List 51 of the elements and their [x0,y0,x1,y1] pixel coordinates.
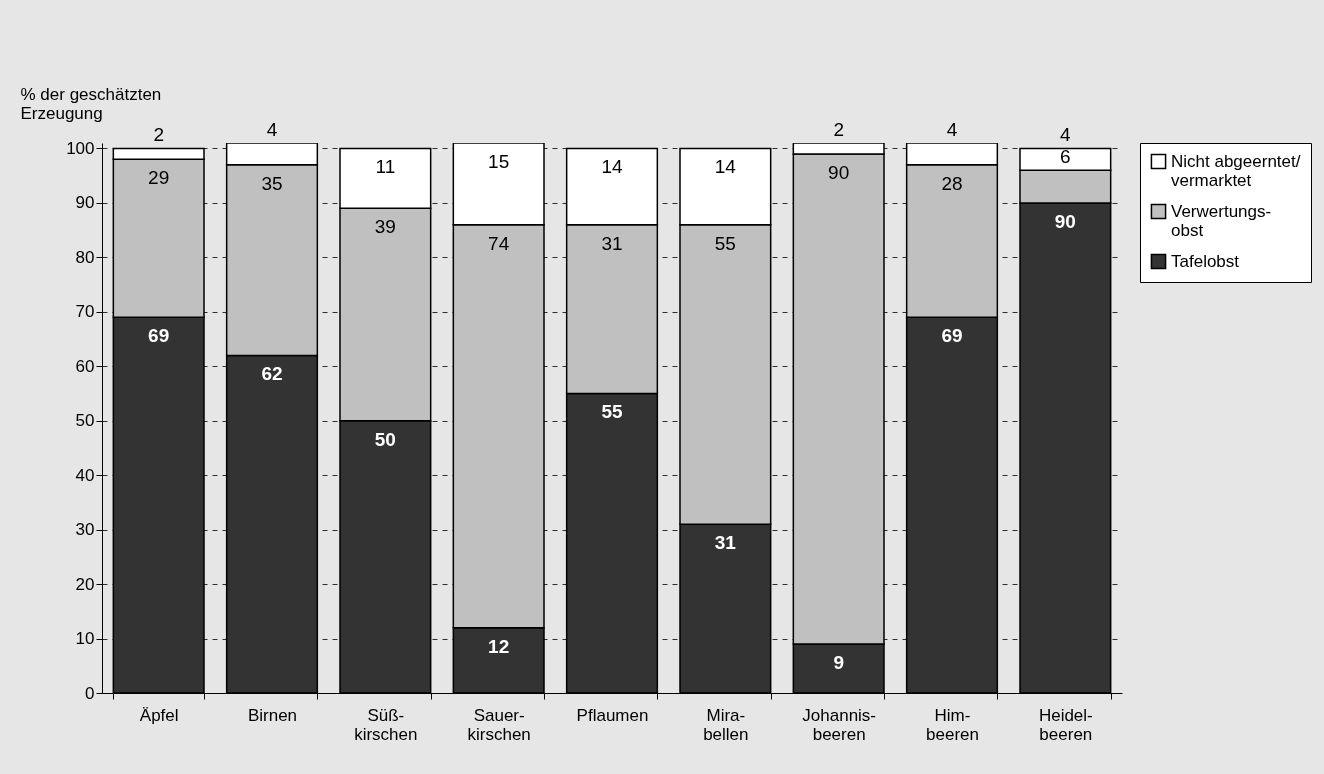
data-label: 2 [153,124,164,146]
data-label: 39 [374,216,396,238]
data-label: 50 [374,428,396,450]
data-label: 14 [714,156,737,178]
legend-label: Verwertungs- obst [1171,201,1272,240]
legend-label: Nicht abgeerntet/ vermarktet [1171,151,1301,190]
y-tick-label: 50 [75,411,95,431]
y-tick-label: 0 [85,683,95,703]
data-label: 15 [488,151,510,172]
x-tick-label: Him- beeren [926,705,979,744]
data-label: 11 [375,156,396,178]
x-tick-label: Heidel- beeren [1038,705,1093,744]
data-label: 31 [714,532,737,554]
legend-label: Tafelobst [1171,251,1240,271]
data-label: 62 [261,363,283,385]
data-label: 90 [828,161,850,183]
data-label: 4 [946,119,958,140]
data-label: 55 [714,232,736,254]
data-label: 4 [266,119,278,140]
y-axis-title: % der geschätzten Erzeugung [20,84,162,123]
data-label: 4 [1060,124,1072,146]
x-tick-label: Süß- kirschen [354,705,418,744]
y-tick-label: 90 [75,193,95,213]
data-label: 2 [833,119,844,140]
data-label: 12 [488,635,510,657]
data-label: 74 [488,232,510,254]
data-label: 9 [833,651,844,673]
x-tick-label: Äpfel [139,705,179,725]
data-label: 69 [148,325,170,347]
y-tick-label: 20 [75,574,95,594]
y-tick-label: 30 [75,520,95,540]
data-label: 14 [601,156,623,178]
y-tick-label: 40 [75,465,95,485]
data-label: 31 [601,232,623,254]
data-label: 6 [1060,146,1071,168]
data-label: 28 [941,172,963,194]
data-label: 69 [941,325,963,347]
x-tick-label: Johannis- beeren [802,705,877,744]
data-label: 55 [601,401,623,423]
y-tick-label: 100 [66,138,95,158]
x-tick-label: Mira- bellen [703,705,749,744]
x-tick-label: Pflaumen [576,705,649,725]
data-label: 29 [148,167,170,189]
y-tick-label: 60 [75,356,95,376]
y-tick-label: 70 [75,302,95,322]
data-label: 35 [261,172,283,194]
x-tick-label: Birnen [247,705,298,725]
y-tick-label: 10 [75,629,95,649]
data-label: 90 [1054,210,1076,232]
x-tick-label: Sauer- kirschen [467,705,531,744]
y-tick-label: 80 [75,247,95,267]
